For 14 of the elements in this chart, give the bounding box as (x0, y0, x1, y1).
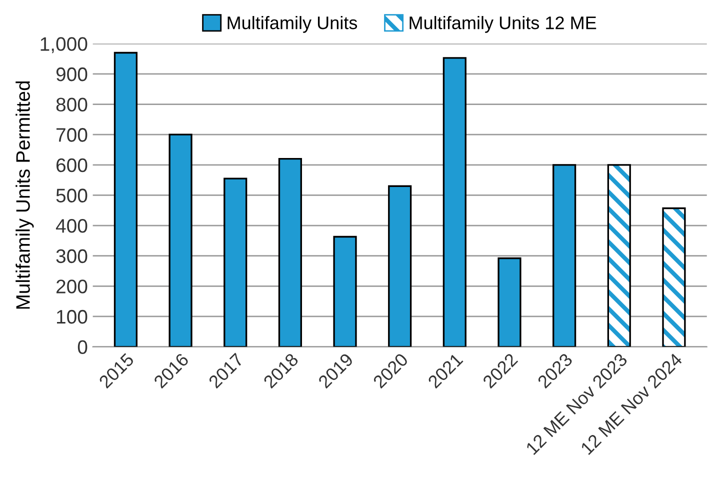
y-tick-label: 400 (56, 218, 88, 233)
y-tick-label: 600 (56, 158, 88, 172)
y-tick-label: 200 (56, 280, 88, 294)
y-tick-label: 500 (56, 188, 88, 202)
legend-label: Multifamily Units 12 ME (410, 16, 596, 33)
y-tick-label: 300 (56, 249, 88, 264)
y-axis-title: Multifamily Units Permitted (16, 81, 34, 309)
y-tick-label: 1,000 (40, 37, 88, 54)
y-tick-label: 800 (56, 98, 88, 112)
y-tick-label: 100 (57, 310, 88, 324)
y-tick-label: 700 (56, 128, 88, 142)
legend-label: Multifamily Units (228, 16, 358, 33)
y-tick-label: 900 (56, 67, 88, 82)
y-tick-label: 0 (78, 340, 88, 354)
